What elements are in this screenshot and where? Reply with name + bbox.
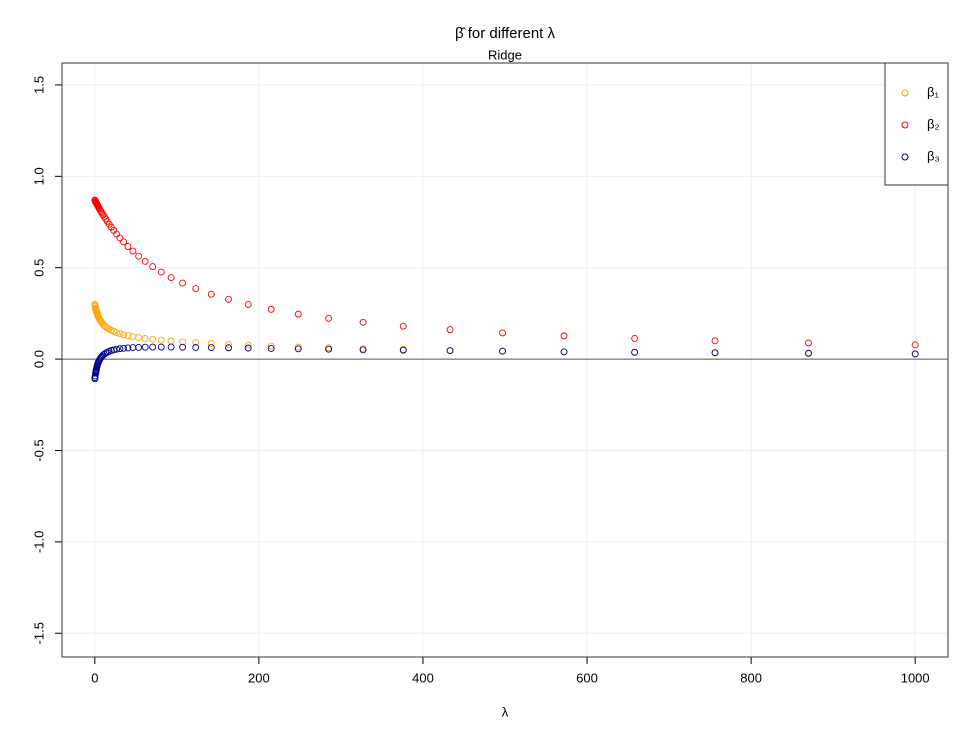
- point: [244, 341, 252, 349]
- point: [149, 263, 157, 271]
- legend-box: [884, 62, 949, 186]
- y-tick-label: -0.5: [31, 439, 46, 461]
- point: [100, 213, 108, 221]
- point: [294, 310, 302, 318]
- point: [110, 346, 118, 354]
- x-tick-label: 0: [91, 670, 98, 685]
- point: [120, 331, 128, 339]
- point: [446, 326, 454, 334]
- point: [116, 330, 124, 338]
- point: [124, 344, 132, 352]
- x-tick-label: 400: [412, 670, 434, 685]
- point: [499, 329, 506, 337]
- point: [207, 290, 215, 298]
- point: [294, 345, 302, 353]
- point: [207, 344, 215, 352]
- point: [135, 252, 143, 260]
- point: [911, 350, 919, 358]
- point: [225, 295, 232, 303]
- y-tick-label: 0.5: [31, 259, 46, 277]
- legend-marker: [901, 153, 909, 161]
- point: [91, 300, 99, 308]
- x-tick-label: 600: [576, 670, 598, 685]
- point: [225, 344, 232, 352]
- point: [325, 345, 333, 353]
- point: [267, 305, 275, 313]
- point: [192, 339, 200, 347]
- point: [167, 274, 175, 282]
- point: [135, 343, 143, 351]
- point: [192, 285, 200, 292]
- point: [179, 279, 187, 287]
- point: [179, 343, 187, 351]
- point: [805, 339, 812, 347]
- point: [294, 343, 302, 351]
- point: [359, 346, 367, 354]
- legend-marker: [901, 121, 909, 129]
- point: [711, 337, 719, 345]
- x-axis-label: λ: [502, 704, 509, 719]
- point: [141, 334, 149, 342]
- legend-label: β₁: [927, 84, 939, 99]
- point: [91, 196, 99, 204]
- y-tick-label: 1.0: [31, 167, 46, 185]
- legend-label: β₃: [927, 148, 940, 163]
- plot-frame: [61, 62, 949, 658]
- point: [167, 343, 175, 351]
- point: [149, 343, 157, 351]
- point: [399, 322, 407, 330]
- point: [91, 375, 99, 383]
- point: [399, 346, 407, 354]
- point: [192, 343, 200, 351]
- point: [631, 334, 639, 342]
- point: [116, 234, 124, 242]
- point: [120, 238, 128, 246]
- point: [560, 348, 568, 356]
- point: [359, 318, 367, 326]
- legend-label: β₂: [927, 116, 940, 131]
- point: [141, 257, 149, 265]
- point: [141, 343, 149, 351]
- point: [129, 333, 137, 341]
- point: [225, 341, 232, 348]
- point: [711, 349, 719, 357]
- point: [135, 334, 143, 341]
- legend-marker: [901, 89, 909, 97]
- point: [179, 338, 187, 346]
- point: [98, 352, 106, 360]
- point: [325, 314, 333, 322]
- point: [129, 344, 137, 352]
- y-tick-label: 0.0: [31, 350, 46, 368]
- y-tick-label: -1.0: [31, 531, 46, 553]
- point: [105, 325, 113, 333]
- point: [157, 343, 165, 351]
- x-tick-label: 1000: [901, 670, 930, 685]
- y-tick-label: -1.5: [31, 622, 46, 644]
- y-tick-label: 1.5: [31, 76, 46, 94]
- point: [244, 344, 252, 352]
- point: [267, 345, 275, 352]
- chart-subtitle: Ridge: [488, 47, 522, 62]
- point: [244, 300, 252, 308]
- x-tick-label: 800: [740, 670, 762, 685]
- point: [149, 335, 157, 343]
- point: [911, 341, 919, 349]
- point: [499, 347, 506, 355]
- point: [120, 344, 128, 352]
- point: [157, 336, 165, 344]
- point: [129, 247, 137, 255]
- x-tick-label: 200: [248, 670, 270, 685]
- point: [446, 347, 454, 355]
- point: [805, 349, 812, 357]
- chart-title: β̂ for different λ: [455, 25, 556, 42]
- point: [631, 348, 639, 356]
- point: [560, 332, 568, 340]
- point: [167, 337, 175, 345]
- point: [267, 342, 275, 350]
- point: [124, 332, 132, 340]
- point: [207, 340, 215, 348]
- point: [124, 243, 132, 250]
- point: [157, 268, 165, 276]
